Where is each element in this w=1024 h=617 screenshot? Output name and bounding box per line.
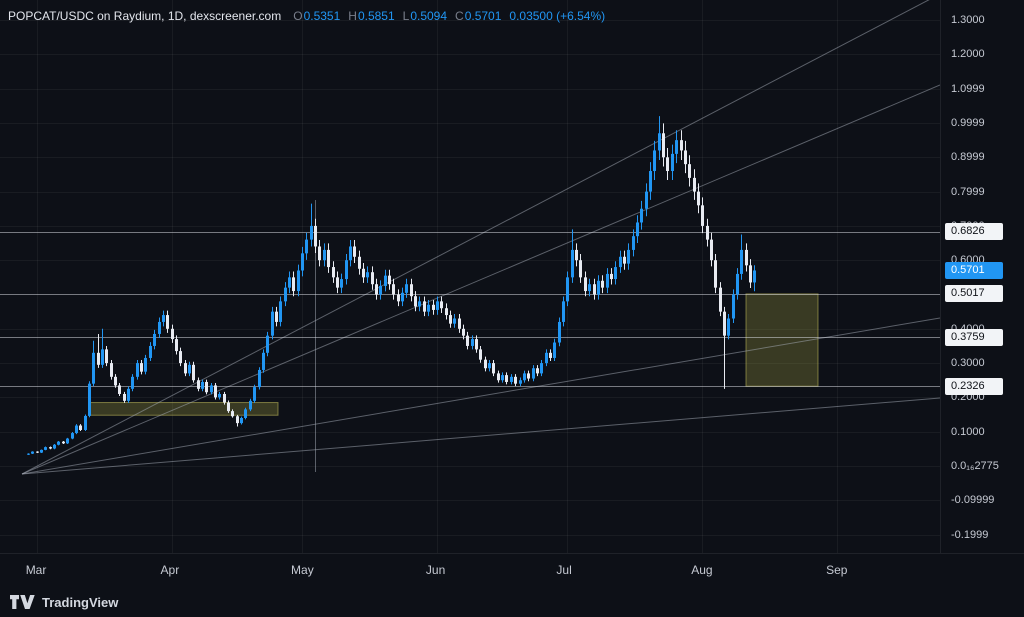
price-tick-label: 1.3000	[951, 14, 985, 27]
month-label: Jul	[556, 563, 572, 577]
chart-plot-area[interactable]	[0, 0, 940, 553]
trendline	[21, 0, 930, 475]
price-tick-label: -0.1999	[951, 528, 989, 541]
ohlc-values: O 0.5351 H 0.5851 L 0.5094 C 0.5701 0.03500 …	[293, 9, 605, 23]
high-value: 0.5851	[357, 9, 395, 23]
drawing-price-label: 0.3759	[945, 328, 1003, 346]
price-tick-label: 0.9999	[951, 117, 985, 130]
price-tick-label: 0.1000	[951, 425, 985, 438]
open-label: O	[293, 9, 303, 23]
price-tick-label: 0.7999	[951, 185, 985, 198]
drawing-price-label: 0.6826	[945, 223, 1003, 241]
chart-legend: POPCAT/USDC on Raydium, 1D, dexscreener.…	[8, 9, 605, 23]
price-tick-label: 1.2000	[951, 48, 985, 61]
candles-layer	[27, 116, 756, 456]
price-tick-label: 0.8999	[951, 151, 985, 164]
tradingview-attribution[interactable]: TradingView	[10, 591, 118, 613]
tradingview-logo-icon	[10, 594, 35, 610]
candlestick-plot[interactable]	[0, 0, 940, 553]
month-label: Apr	[160, 563, 180, 577]
price-tick-label: 0.3000	[951, 357, 985, 370]
month-label: Mar	[25, 563, 47, 577]
drawings-layer[interactable]	[0, 0, 940, 475]
symbol-title[interactable]: POPCAT/USDC on Raydium, 1D, dexscreener.…	[8, 9, 282, 23]
open-value: 0.5351	[303, 9, 341, 23]
price-tick-label: 1.0999	[951, 82, 985, 95]
price-axis[interactable]: 1.30001.20001.09990.99990.89990.79990.70…	[940, 0, 1024, 553]
month-label: Aug	[691, 563, 713, 577]
trendline	[21, 84, 940, 475]
close-label: C	[455, 9, 464, 23]
close-value: 0.5701	[464, 9, 502, 23]
drawing-price-label: 0.5017	[945, 285, 1003, 303]
price-tick-label: 0.0₁₆2775	[951, 460, 999, 472]
trendline	[21, 317, 940, 475]
low-value: 0.5094	[410, 9, 448, 23]
grid-layer	[0, 0, 940, 553]
drawing-price-label: 0.2326	[945, 377, 1003, 395]
month-label: Sep	[826, 563, 848, 577]
highlight-rectangle	[745, 293, 819, 387]
month-label: Jun	[425, 563, 446, 577]
tradingview-label: TradingView	[42, 594, 119, 610]
low-label: L	[402, 9, 410, 23]
month-label: May	[291, 563, 314, 577]
last-price-label: 0.5701	[945, 261, 1003, 279]
high-label: H	[348, 9, 357, 23]
trendline	[21, 397, 940, 475]
price-tick-label: -0.09999	[951, 494, 995, 507]
change-value: 0.03500 (+6.54%)	[509, 9, 606, 23]
time-axis[interactable]: Mar Apr May Jun Jul Aug Sep	[0, 553, 1024, 583]
